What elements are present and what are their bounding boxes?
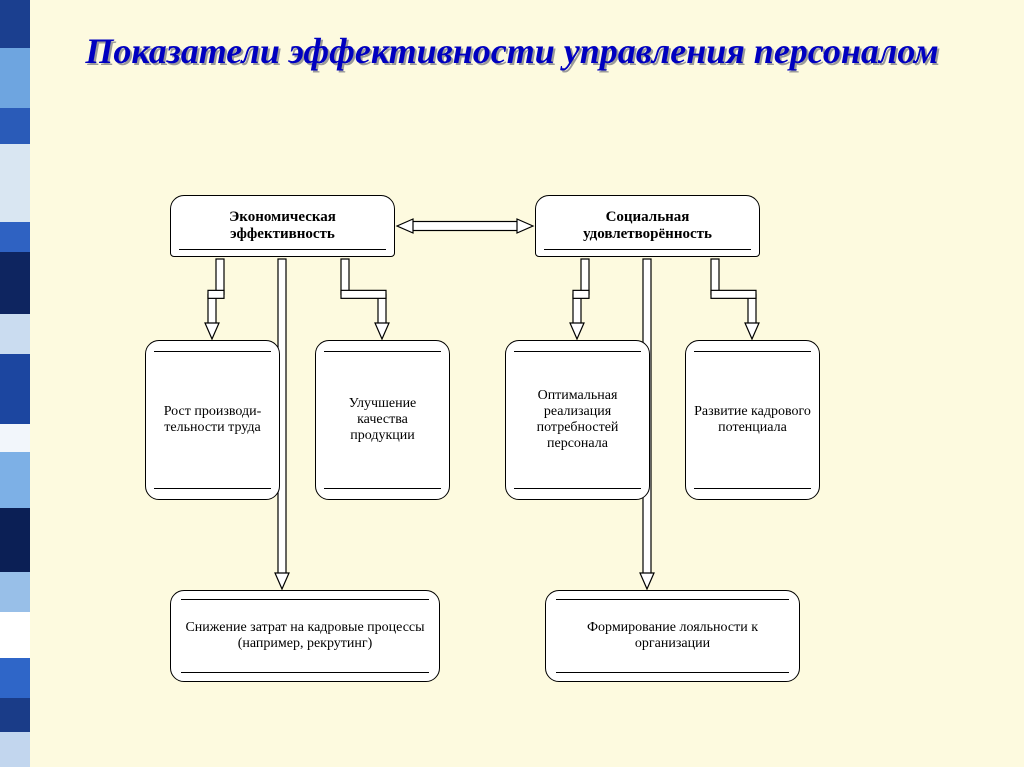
node-label: Развитие кадрового потенциала: [694, 404, 811, 436]
node-dev: Развитие кадрового потенциала: [685, 340, 820, 500]
sidebar-stripe: [0, 658, 30, 698]
flowchart-diagram: Экономическая эффективность Социальная уд…: [145, 195, 885, 720]
sidebar-stripe: [0, 612, 30, 658]
node-econ: Экономическая эффективность: [170, 195, 395, 257]
node-social: Социальная удовлетворённость: [535, 195, 760, 257]
sidebar-stripe: [0, 452, 30, 508]
sidebar-stripe: [0, 108, 30, 144]
node-cost: Снижение затрат на кадровые процессы (на…: [170, 590, 440, 682]
sidebar-stripe: [0, 144, 30, 222]
node-label: Формирование лояльности к организации: [554, 620, 791, 652]
sidebar-stripe: [0, 424, 30, 452]
node-label: Рост производи-тельности труда: [154, 404, 271, 436]
node-label: Снижение затрат на кадровые процессы (на…: [179, 620, 431, 652]
sidebar-stripe: [0, 252, 30, 314]
slide-title: Показатели эффективности управления перс…: [0, 30, 1024, 73]
node-needs: Оптимальная реализация потребностей перс…: [505, 340, 650, 500]
node-label: Экономическая эффективность: [179, 209, 386, 243]
sidebar-stripe: [0, 314, 30, 354]
sidebar-stripe: [0, 732, 30, 767]
sidebar-stripe: [0, 222, 30, 252]
node-label: Улучшение качества продукции: [324, 396, 441, 444]
decorative-sidebar: [0, 0, 30, 767]
node-growth: Рост производи-тельности труда: [145, 340, 280, 500]
sidebar-stripe: [0, 572, 30, 612]
node-label: Социальная удовлетворённость: [544, 209, 751, 243]
sidebar-stripe: [0, 508, 30, 572]
node-label: Оптимальная реализация потребностей перс…: [514, 388, 641, 452]
node-quality: Улучшение качества продукции: [315, 340, 450, 500]
sidebar-stripe: [0, 698, 30, 732]
sidebar-stripe: [0, 354, 30, 424]
node-loyal: Формирование лояльности к организации: [545, 590, 800, 682]
